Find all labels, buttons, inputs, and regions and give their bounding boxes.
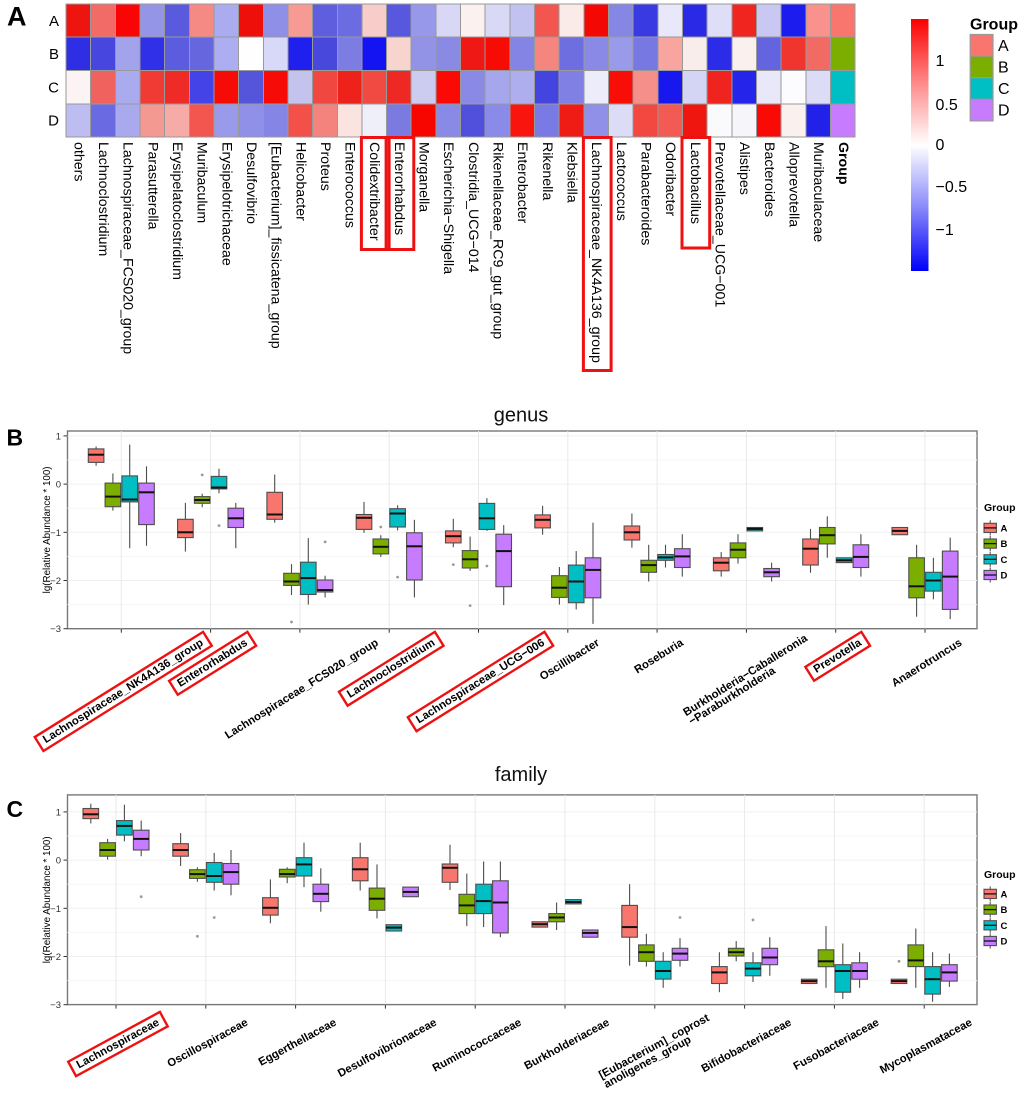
svg-text:0: 0 (56, 856, 61, 867)
svg-text:−1: −1 (50, 528, 61, 539)
svg-text:Group: Group (970, 17, 1018, 34)
svg-text:lg(Relative Abundance * 100): lg(Relative Abundance * 100) (42, 466, 53, 593)
svg-text:Desulfovibrio: Desulfovibrio (243, 142, 259, 224)
svg-text:C: C (48, 79, 59, 96)
svg-text:Enterobacter: Enterobacter (514, 142, 530, 224)
svg-text:−2: −2 (50, 952, 61, 963)
svg-text:Alistipes: Alistipes (736, 142, 752, 195)
svg-text:Group: Group (984, 502, 1016, 514)
svg-text:Morganella: Morganella (416, 142, 432, 212)
svg-text:Erysipelotrichaceae: Erysipelotrichaceae (218, 142, 234, 266)
svg-text:Helicobacter: Helicobacter (292, 142, 308, 221)
svg-text:genus: genus (494, 405, 549, 427)
svg-text:Rikenella: Rikenella (539, 142, 555, 200)
svg-text:1: 1 (936, 53, 945, 70)
svg-text:A: A (998, 38, 1009, 55)
svg-text:others: others (70, 142, 86, 181)
svg-text:A: A (49, 13, 59, 30)
svg-text:B: B (998, 59, 1009, 76)
svg-text:1: 1 (56, 807, 61, 818)
svg-text:family: family (495, 764, 547, 786)
svg-text:B: B (1001, 905, 1008, 916)
svg-text:Group: Group (835, 142, 851, 185)
svg-text:A: A (1001, 523, 1008, 534)
svg-text:Colidextribacter: Colidextribacter (366, 142, 382, 241)
svg-text:Klebsiella: Klebsiella (564, 142, 580, 203)
svg-text:Lactococcus: Lactococcus (613, 142, 629, 221)
svg-text:C: C (1001, 555, 1008, 566)
svg-text:B: B (49, 46, 59, 63)
svg-text:Bacteroides: Bacteroides (761, 142, 777, 217)
svg-text:Muribaculaceae: Muribaculaceae (810, 142, 826, 242)
svg-text:0.5: 0.5 (936, 97, 958, 114)
svg-text:Lactobacillus: Lactobacillus (687, 142, 703, 224)
svg-text:C: C (1001, 921, 1008, 932)
svg-text:B: B (1001, 539, 1008, 550)
svg-text:Parasutterella: Parasutterella (144, 142, 160, 230)
svg-text:D: D (998, 103, 1010, 120)
svg-text:−1: −1 (936, 222, 954, 239)
svg-text:Muribaculum: Muribaculum (194, 142, 210, 223)
svg-text:Enterorhabdus: Enterorhabdus (391, 142, 407, 235)
svg-text:Escherichia−Shigella: Escherichia−Shigella (440, 142, 456, 274)
svg-text:Clostridia_UCG−014: Clostridia_UCG−014 (465, 142, 481, 273)
svg-text:Enterococcus: Enterococcus (342, 142, 358, 228)
svg-text:D: D (48, 113, 59, 130)
svg-text:Lachnoclostridium: Lachnoclostridium (95, 142, 111, 256)
svg-text:−1: −1 (50, 904, 61, 915)
svg-text:Erysipelatoclostridium: Erysipelatoclostridium (169, 142, 185, 280)
svg-text:1: 1 (56, 431, 61, 442)
svg-text:−0.5: −0.5 (936, 179, 968, 196)
svg-text:0: 0 (936, 137, 945, 154)
svg-text:A: A (7, 2, 27, 32)
svg-text:lg(Relative Abundance * 100): lg(Relative Abundance * 100) (42, 836, 53, 963)
svg-text:A: A (1001, 889, 1008, 900)
svg-text:D: D (1001, 571, 1008, 582)
svg-text:C: C (998, 81, 1010, 98)
svg-text:[Eubacterium]_fissicatena_grou: [Eubacterium]_fissicatena_group (268, 142, 284, 349)
svg-text:Parabacteroides: Parabacteroides (638, 142, 654, 245)
svg-text:Proteus: Proteus (317, 142, 333, 191)
svg-text:D: D (1001, 937, 1008, 948)
svg-text:C: C (7, 796, 24, 822)
svg-text:Prevotellaceae_UCG−001: Prevotellaceae_UCG−001 (712, 142, 728, 307)
svg-text:Lachnospiraceae_NK4A136_group: Lachnospiraceae_NK4A136_group (588, 142, 604, 363)
svg-text:B: B (7, 425, 24, 451)
svg-text:Lachnospiraceae_FCS020_group: Lachnospiraceae_FCS020_group (120, 142, 136, 354)
svg-text:−2: −2 (50, 576, 61, 587)
svg-text:Alloprevotella: Alloprevotella (786, 142, 802, 227)
svg-text:−3: −3 (50, 1000, 61, 1011)
svg-text:Group: Group (984, 869, 1016, 881)
svg-text:Odoribacter: Odoribacter (662, 142, 678, 216)
svg-text:−3: −3 (50, 624, 61, 635)
svg-text:0: 0 (56, 480, 61, 491)
svg-text:Rikenellaceae_RC9_gut_group: Rikenellaceae_RC9_gut_group (490, 142, 506, 339)
